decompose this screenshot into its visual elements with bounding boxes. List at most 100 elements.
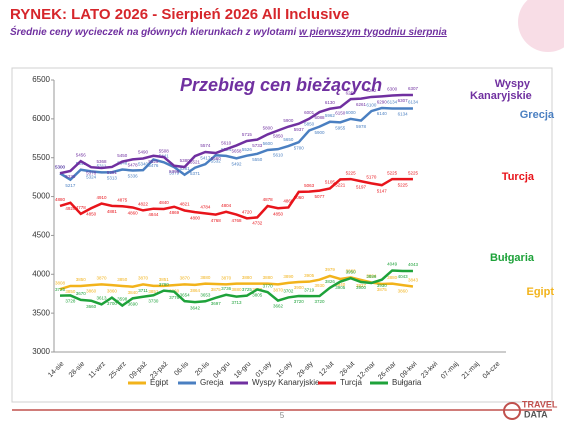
data-label: 3880	[231, 287, 242, 292]
data-label: 3860	[86, 288, 97, 293]
data-label: 5900	[315, 130, 326, 135]
data-label: 3725	[55, 287, 66, 292]
data-label: 3860	[398, 288, 409, 293]
data-label: 5478	[128, 163, 139, 168]
data-label: 5348	[117, 161, 128, 166]
series-annotation: Egipt	[526, 286, 555, 298]
data-label: 5225	[387, 170, 398, 175]
data-label: 3880	[263, 275, 274, 280]
data-label: 3864	[190, 288, 201, 293]
data-label: 4821	[180, 202, 191, 207]
data-label: 4768	[231, 218, 242, 223]
data-label: 5550	[252, 157, 263, 162]
data-label: 5368	[97, 159, 108, 164]
y-tick-label: 3000	[32, 347, 50, 356]
data-label: 3808	[55, 280, 66, 285]
series-line	[59, 177, 413, 220]
data-label: 3850	[65, 289, 76, 294]
data-label: 6307	[408, 86, 419, 91]
data-label: 5508	[159, 148, 170, 153]
data-label: 6134	[387, 100, 398, 105]
data-label: 5330	[65, 174, 76, 179]
data-label: 3905	[304, 273, 315, 278]
data-label: 5381	[107, 170, 118, 175]
data-label: 6100	[366, 102, 377, 107]
legend-label: Bułgaria	[392, 378, 422, 387]
legend-label: Egipt	[150, 378, 169, 387]
data-label: 3662	[273, 304, 284, 309]
data-label: 4784	[200, 205, 211, 210]
data-label: 3728	[65, 299, 76, 304]
chart-frame	[11, 67, 553, 403]
data-label: 5313	[107, 175, 118, 180]
data-label: 5574	[200, 143, 211, 148]
series-annotation: Turcja	[501, 171, 534, 183]
data-label: 6300	[387, 87, 398, 92]
data-label: 6140	[377, 111, 388, 116]
data-label: 5521	[190, 159, 201, 164]
data-label: 5060	[294, 195, 305, 200]
series-line	[59, 269, 413, 308]
legend-label: Grecja	[200, 378, 224, 387]
y-tick-label: 5000	[32, 192, 50, 201]
data-label: 3850	[117, 277, 128, 282]
data-label: 5955	[335, 126, 346, 131]
data-label: 6134	[398, 112, 409, 117]
data-label: 3875	[211, 287, 222, 292]
data-label: 3653	[200, 292, 211, 297]
data-label: 3770	[263, 283, 274, 288]
data-label: 4804	[221, 203, 232, 208]
data-label: 5715	[242, 132, 253, 137]
data-label: 3826	[325, 279, 336, 284]
data-label: 5221	[335, 183, 346, 188]
y-tick-label: 6500	[32, 75, 50, 84]
chart-title: Przebieg cen bieżących	[180, 75, 382, 95]
page-title: RYNEK: LATO 2026 - Sierpień 2026 All Inc…	[10, 6, 350, 23]
logo-text: DATA	[524, 409, 548, 419]
series-annotation: Bułgaria	[489, 252, 534, 264]
data-label: 3840	[128, 290, 139, 295]
data-label: 5600	[263, 141, 274, 146]
data-label: 5492	[231, 162, 242, 167]
y-tick-label: 6000	[32, 114, 50, 123]
data-label: 3870	[180, 276, 191, 281]
data-label: 3850	[76, 277, 87, 282]
data-label: 5379	[169, 170, 180, 175]
data-label: 3870	[221, 276, 232, 281]
data-label: 5962	[325, 113, 336, 118]
data-label: 5532	[211, 158, 222, 163]
data-label: 5077	[315, 194, 326, 199]
data-label: 3851	[148, 289, 159, 294]
data-label: 3642	[190, 305, 201, 310]
data-label: 4860	[128, 211, 139, 216]
logo-icon	[503, 402, 521, 420]
series-line	[59, 93, 413, 175]
data-label: 3725	[242, 287, 253, 292]
logo-text: TRAVEL	[522, 399, 558, 409]
y-tick-label: 3500	[32, 308, 50, 317]
data-label: 5300	[55, 164, 66, 169]
data-label: 6150	[335, 110, 346, 115]
data-label: 3720	[294, 299, 305, 304]
data-label: 4043	[408, 262, 419, 267]
data-label: 4800	[190, 215, 201, 220]
y-tick-label: 5500	[32, 153, 50, 162]
data-label: 5336	[128, 174, 139, 179]
data-label: 4768	[211, 218, 222, 223]
data-label: 3805	[252, 293, 263, 298]
y-tick-label: 4000	[32, 269, 50, 278]
data-label: 3851	[159, 277, 170, 282]
data-label: 4732	[252, 221, 263, 226]
data-label: 3979	[325, 267, 336, 272]
data-label: 4049	[387, 262, 398, 267]
data-label: 6282	[366, 88, 377, 93]
data-label: 3730	[148, 298, 159, 303]
data-label: 6001	[304, 110, 315, 115]
legend-label: Turcja	[340, 378, 362, 387]
data-label: 5281	[180, 166, 191, 171]
data-label: 5658	[231, 149, 242, 154]
data-label: 5170	[366, 175, 377, 180]
data-label: 5063	[304, 183, 315, 188]
